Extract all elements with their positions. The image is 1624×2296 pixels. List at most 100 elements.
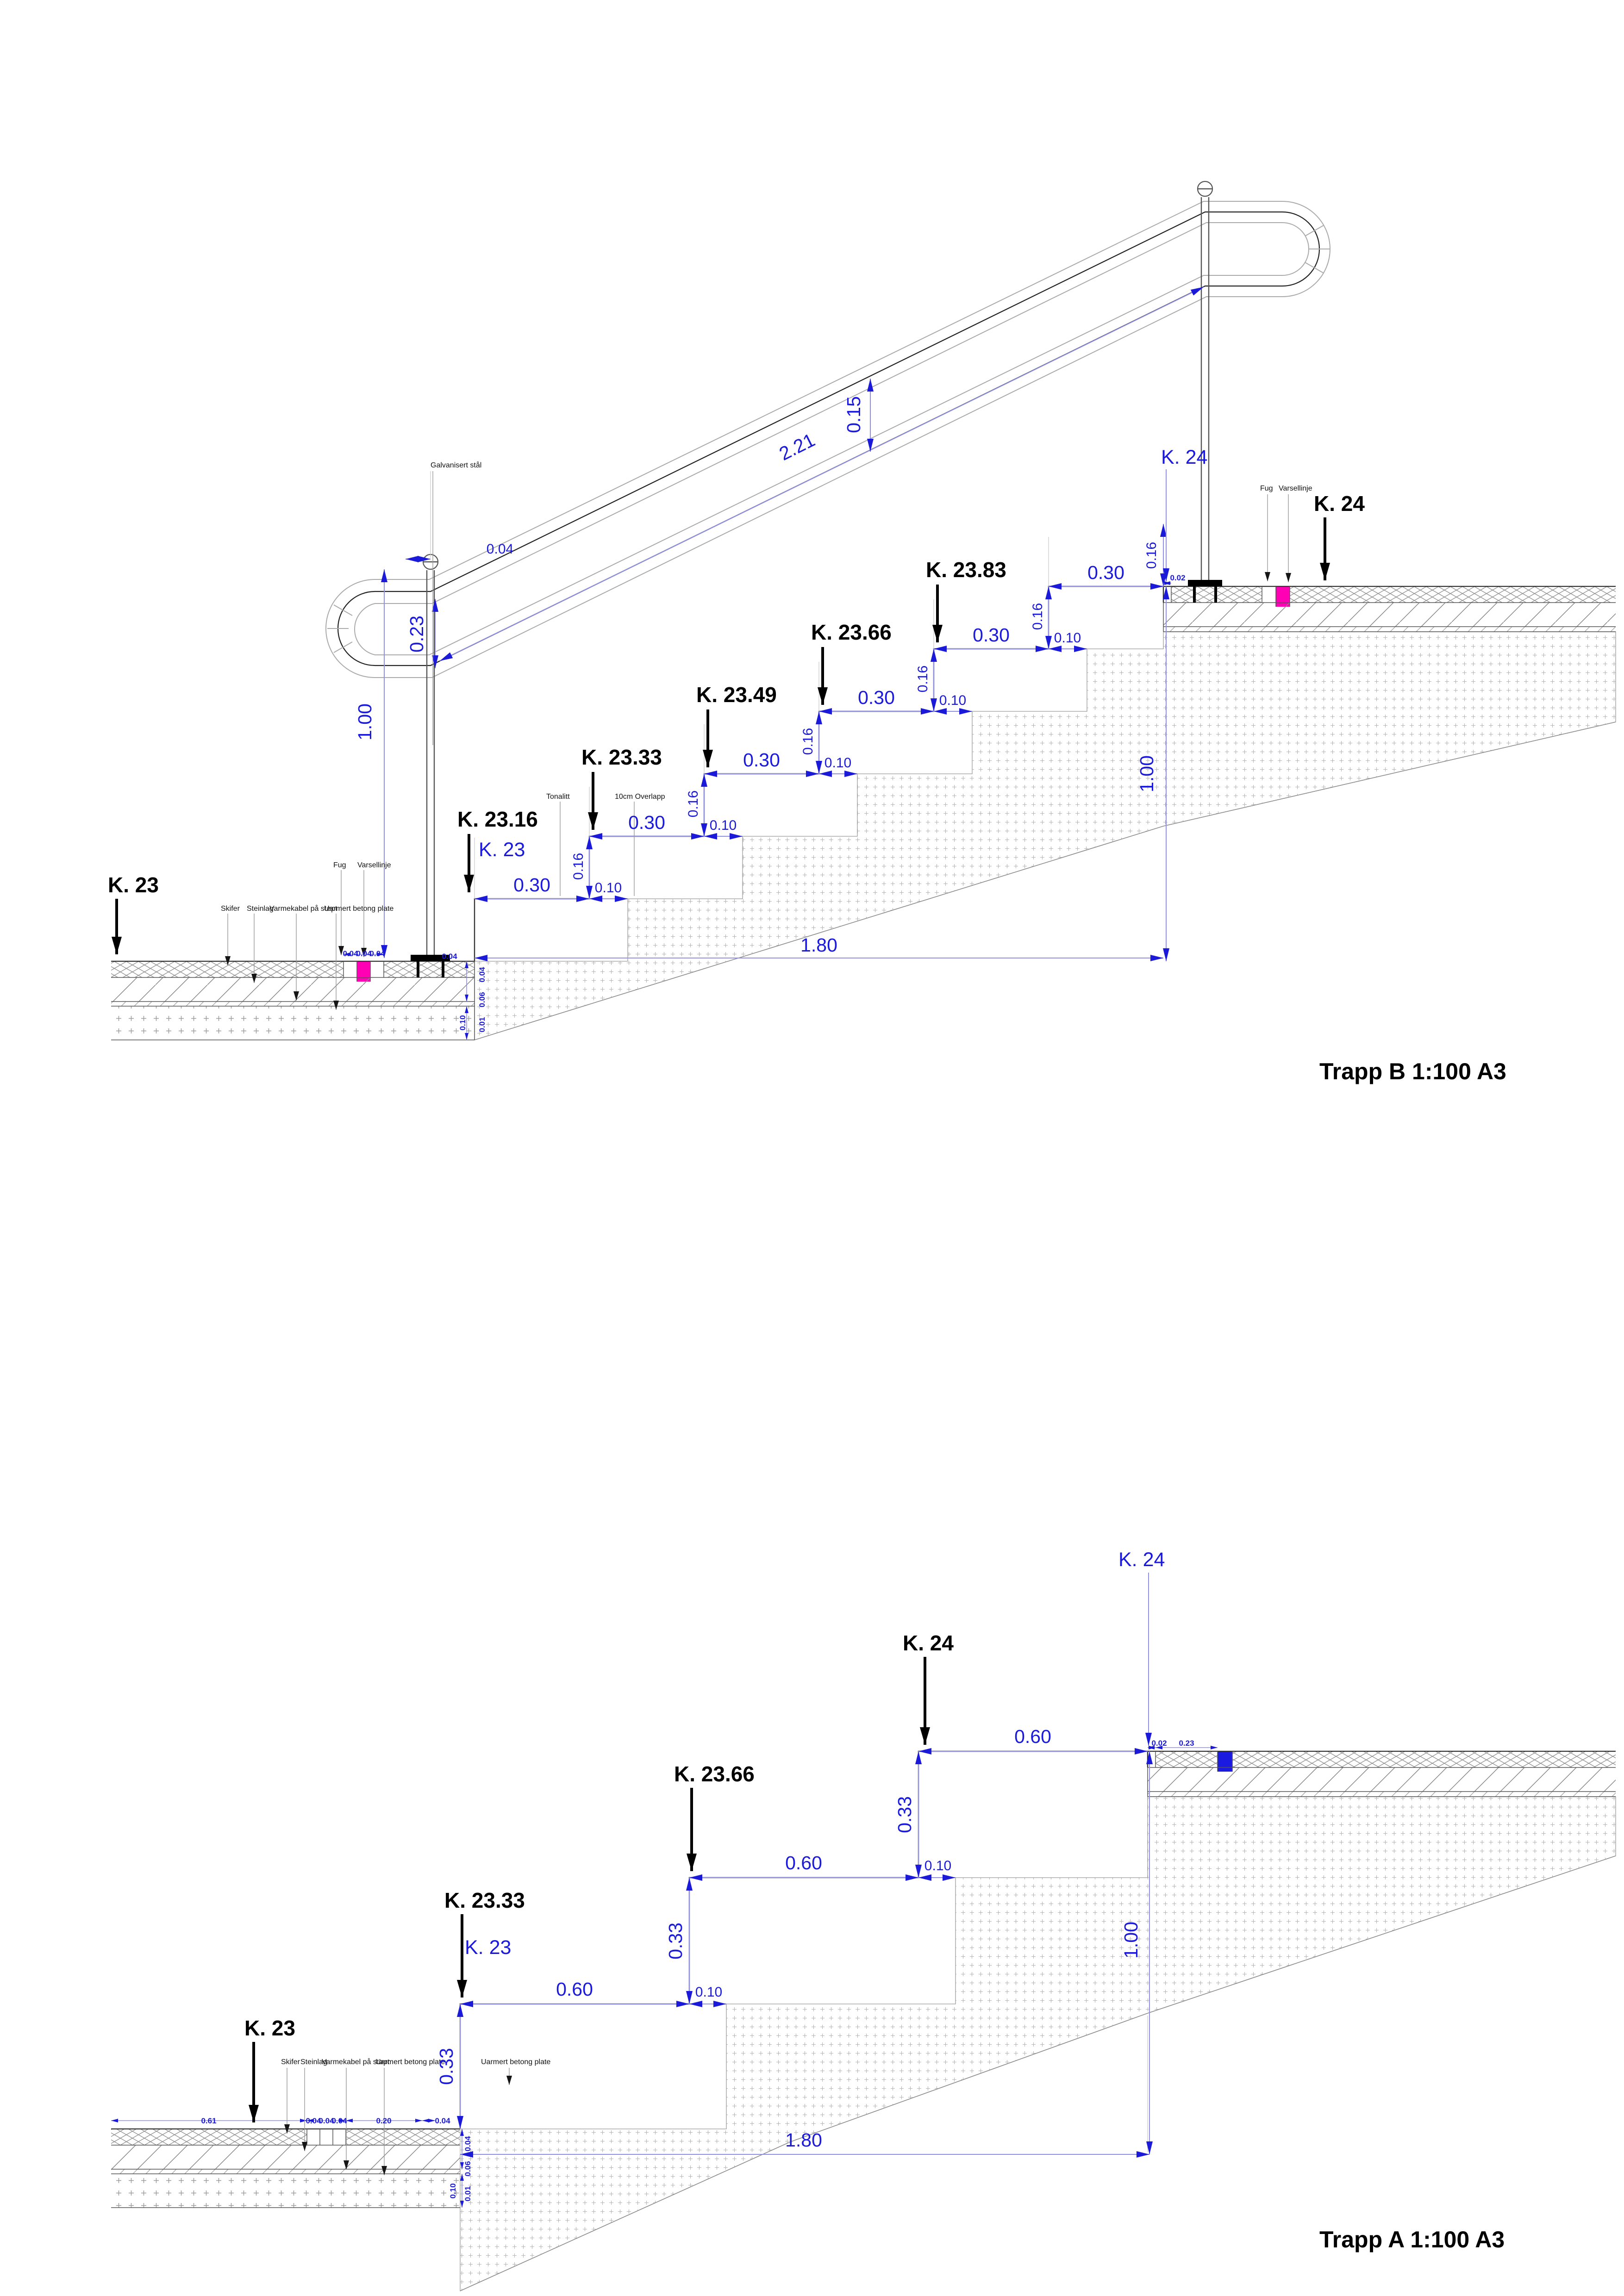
dimension-label: 0.04	[319, 2116, 334, 2125]
trapp-a-title: Trapp A 1:100 A3	[1319, 2227, 1505, 2252]
railing-inner-edge	[354, 222, 1309, 655]
dimension-label: 0.16	[800, 728, 816, 755]
slab-layer-lines	[111, 961, 475, 1040]
dimension-label: 0.04	[306, 2116, 321, 2125]
dimension-label: 0.60	[785, 1852, 822, 1873]
dimension-label: 0.30	[1087, 562, 1124, 583]
dimension-label: 0.30	[743, 749, 780, 771]
railing-centerline	[337, 211, 1320, 666]
dimension-label: 0.16	[686, 790, 701, 817]
level-label: K. 23	[479, 839, 525, 861]
railing-post-anchors	[417, 961, 444, 977]
dimension-label: 0.04	[369, 949, 385, 958]
annotation-label: Fug	[333, 861, 346, 869]
dimension-lines	[344, 286, 1204, 1040]
annotation-label: Varmekabel på støpt	[269, 904, 337, 913]
dimension-label: 0.60	[1014, 1726, 1051, 1747]
annotation-label: Steinlag	[300, 2058, 327, 2066]
dimension-label: 0.10	[595, 880, 622, 896]
level-label: K. 23.66	[674, 1762, 755, 1786]
level-label: K. 23.49	[696, 683, 777, 707]
slab-steinlag-layer	[111, 2145, 460, 2169]
annotation-label: Varmekabel på støpt	[322, 2058, 390, 2066]
annotation-label: Skifer	[281, 2058, 300, 2066]
dimension-label: 1.80	[785, 2129, 822, 2151]
annotation-label: Uarmert betong plate	[375, 2058, 445, 2066]
annotation-label: Varsellinje	[1279, 485, 1312, 492]
railing-loop-ticks	[327, 225, 1330, 653]
dimension-label: 0.01	[478, 1017, 487, 1032]
annotation-label: Steinlag	[247, 905, 274, 913]
dimension-label: 0.16	[1144, 542, 1159, 569]
dimension-label: 2.21	[776, 429, 818, 465]
level-label: K. 24	[903, 1631, 954, 1655]
platform-skifer-layer	[1232, 1751, 1616, 1767]
slab-skifer-layer	[384, 961, 475, 977]
platform-skifer-layer	[1156, 1751, 1218, 1767]
annotation-label: Skifer	[221, 905, 240, 913]
dimension-label: 0.23	[406, 616, 427, 653]
railing-post-base-plate	[411, 955, 450, 961]
annotation-label: Galvanisert stål	[431, 461, 481, 469]
dimension-label: 0.06	[463, 2161, 472, 2176]
dimension-label: 0.04	[463, 2136, 472, 2152]
leader-lines	[284, 2068, 512, 2175]
slab-steinlag-layer	[111, 977, 475, 1002]
platform-varmekabel-layer	[1163, 627, 1616, 632]
dimension-label: 0.10	[710, 818, 737, 833]
dimension-label: 0.10	[449, 2183, 457, 2198]
dimension-lines	[111, 1573, 1218, 2208]
dimension-label: 0.10	[824, 755, 851, 771]
dimension-label: 0.61	[201, 2116, 216, 2125]
level-label: K. 23	[244, 2016, 295, 2040]
dimension-label: 0.10	[695, 1985, 722, 2000]
dimension-label: 0.02	[1170, 573, 1185, 582]
annotations-trapp-b: K. 23 K. 23.16 K. 23.33 K. 23.49 K. 23.66 K. …	[108, 396, 1365, 1032]
ground-slab-left	[111, 2128, 460, 2208]
level-label: K. 24	[1118, 1549, 1165, 1571]
dimension-label: 0.30	[973, 624, 1010, 646]
ground-slab-left	[111, 955, 475, 1040]
slab-skifer-layer	[346, 2129, 460, 2145]
trapp-b-title: Trapp B 1:100 A3	[1319, 1058, 1506, 1084]
slab-skifer-layer	[111, 2129, 307, 2145]
dimension-label: 0.15	[843, 396, 864, 433]
railing-post-upper	[1200, 197, 1210, 580]
dimension-label: 0.04	[343, 949, 358, 958]
level-label: K. 23.33	[581, 745, 662, 769]
dimension-label: 0.02	[1151, 1739, 1167, 1748]
level-label: K. 23	[465, 1936, 511, 1959]
dimension-label: 0.10	[939, 693, 966, 708]
dimension-label: 0.16	[915, 666, 931, 692]
dimension-label: 1.80	[800, 934, 837, 956]
platform-varmekabel-layer	[1148, 1792, 1616, 1797]
railing-post-base-plate	[1188, 580, 1222, 586]
dimension-label: 0.01	[463, 2186, 472, 2201]
slab-betong-layer	[111, 2174, 460, 2208]
annotation-label: Uarmert betong plate	[324, 905, 394, 913]
dimension-label: 1.00	[1136, 755, 1157, 792]
dimension-label: 0.33	[894, 1796, 915, 1833]
trapp-b-section: K. 23 K. 23.16 K. 23.33 K. 23.49 K. 23.66 K. …	[108, 180, 1616, 1084]
dimension-label: 0.23	[1179, 1739, 1194, 1748]
leader-lines	[225, 471, 1291, 1010]
dimension-label: 0.60	[556, 1979, 593, 2000]
dimension-label: 0.04	[435, 2116, 450, 2125]
level-arrows	[112, 517, 1330, 954]
level-label: K. 23.83	[926, 558, 1006, 582]
slab-layer-lines	[111, 2129, 460, 2208]
level-label: K. 24	[1161, 446, 1207, 468]
level-label: K. 23.66	[811, 620, 892, 644]
level-arrows	[249, 1657, 930, 2122]
platform-skifer-layer	[1290, 586, 1616, 603]
slab-varmekabel-layer	[111, 1002, 475, 1006]
dimension-label: 0.10	[924, 1858, 951, 1873]
dimension-label: 0.04	[487, 541, 513, 557]
slab-varmekabel-layer	[111, 2169, 460, 2174]
annotations-trapp-a: K. 23 K. 23.33 K. 23.66 K. 24 K. 23 K. 24 Skif…	[201, 1549, 1194, 2202]
platform-steinlag-layer	[1148, 1767, 1616, 1792]
excavation-line	[460, 1855, 1616, 2291]
